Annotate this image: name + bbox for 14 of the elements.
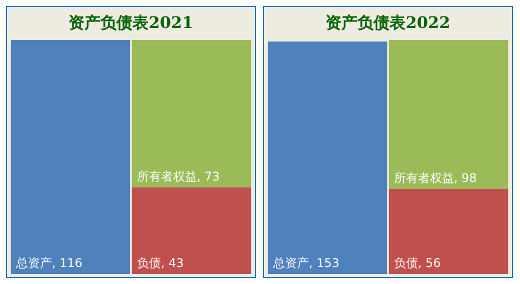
data-label: , 56	[418, 256, 441, 270]
category-label: 总资产	[14, 256, 52, 270]
data-label: , 116	[52, 256, 82, 270]
text: 资产负债表2021	[68, 12, 194, 34]
text: 资产负债表2022	[324, 12, 452, 34]
category-label: 负债	[394, 256, 418, 270]
data-label: , 153	[308, 256, 340, 270]
data-label: , 98	[454, 171, 477, 186]
data-label: , 43	[160, 256, 184, 270]
category-label: 所有者权益	[136, 169, 197, 184]
category-label: 所有者权益	[394, 171, 454, 186]
category-label: 负债	[136, 256, 161, 270]
data-label: , 73	[196, 169, 220, 184]
category-label: 总资产	[272, 256, 309, 270]
